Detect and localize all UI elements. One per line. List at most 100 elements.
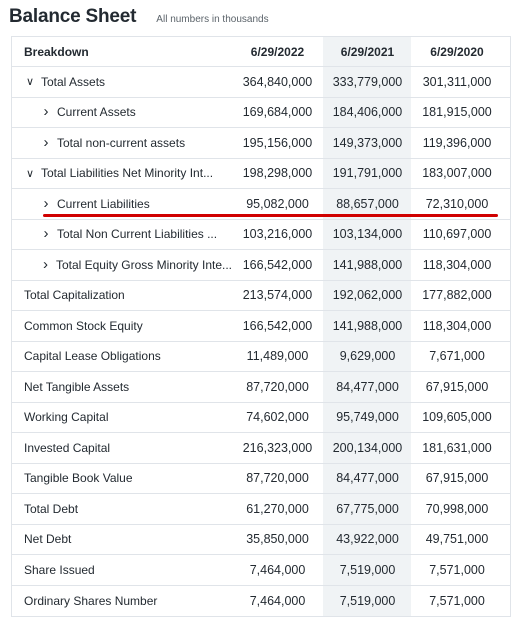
- value-cell: 118,304,000: [422, 318, 492, 333]
- row-label: Common Stock Equity: [24, 318, 143, 333]
- value-cell: 184,406,000: [332, 105, 403, 120]
- value-cell: 183,007,000: [422, 166, 492, 181]
- row-label-cell: Total Debt: [12, 502, 232, 516]
- value-cell: 67,915,000: [425, 379, 489, 394]
- value-cell: 70,998,000: [425, 501, 489, 516]
- row-label-cell[interactable]: › Current Assets: [12, 105, 232, 119]
- table-row: Total Capitalization 213,574,000 192,062,0…: [12, 281, 510, 311]
- table-row[interactable]: ∨ Total Liabilities Net Minority Int... 19…: [12, 159, 510, 189]
- row-label: Total Assets: [41, 74, 106, 89]
- row-label-cell: Share Issued: [12, 563, 232, 577]
- row-label: Net Tangible Assets: [24, 379, 130, 394]
- table-row[interactable]: › Current Assets 169,684,000 184,406,000 181…: [12, 98, 510, 128]
- value-cell: 7,571,000: [429, 562, 485, 577]
- row-label-cell[interactable]: › Total non-current assets: [12, 136, 232, 150]
- value-cell: 72,310,000: [425, 196, 489, 211]
- balance-sheet-table: Breakdown 6/29/2022 6/29/2021 6/29/2020 …: [11, 36, 511, 617]
- row-label: Current Assets: [57, 105, 136, 120]
- row-label: Total Equity Gross Minority Inte...: [55, 257, 232, 272]
- row-label-cell: Common Stock Equity: [12, 319, 232, 333]
- value-cell: 84,477,000: [336, 379, 399, 394]
- chevron-right-icon[interactable]: ›: [43, 105, 49, 120]
- table-row: Invested Capital 216,323,000 200,134,000 18…: [12, 433, 510, 464]
- chevron-right-icon[interactable]: ›: [43, 227, 49, 242]
- chevron-down-icon[interactable]: ∨: [25, 76, 35, 89]
- row-label: Tangible Book Value: [24, 471, 133, 486]
- row-label-cell[interactable]: › Current Liabilities: [12, 197, 232, 211]
- table-row: Total Debt 61,270,000 67,775,000 70,998,000: [12, 494, 510, 525]
- column-header-date: 6/29/2021: [340, 44, 395, 59]
- value-cell: 200,134,000: [332, 440, 403, 455]
- value-cell: 110,697,000: [422, 227, 492, 242]
- column-header-breakdown: Breakdown: [24, 44, 89, 59]
- table-row[interactable]: › Current Liabilities 95,082,000 88,657,000…: [12, 189, 510, 220]
- value-cell: 191,791,000: [332, 166, 403, 181]
- table-row: Net Tangible Assets 87,720,000 84,477,000 6…: [12, 372, 510, 403]
- value-cell: 177,882,000: [422, 288, 492, 303]
- page-title: Balance Sheet: [9, 6, 137, 27]
- table-row: Net Debt 35,850,000 43,922,000 49,751,000: [12, 525, 510, 555]
- value-cell: 169,684,000: [242, 105, 313, 120]
- value-cell: 7,519,000: [339, 562, 396, 577]
- row-label: Share Issued: [24, 562, 95, 577]
- row-label-cell: Working Capital: [12, 410, 232, 424]
- units-note: All numbers in thousands: [156, 14, 269, 25]
- value-cell: 141,988,000: [332, 318, 403, 333]
- table-row[interactable]: ∨ Total Assets 364,840,000 333,779,000 301,3…: [12, 67, 510, 98]
- table-row: Share Issued 7,464,000 7,519,000 7,571,000: [12, 555, 510, 586]
- value-cell: 11,489,000: [246, 349, 309, 364]
- value-cell: 213,574,000: [242, 288, 313, 303]
- row-label: Total non-current assets: [57, 135, 186, 150]
- shaded-column-background: [323, 37, 411, 616]
- value-cell: 192,062,000: [332, 288, 403, 303]
- column-header-date: 6/29/2020: [430, 44, 484, 59]
- table-header-row: Breakdown 6/29/2022 6/29/2021 6/29/2020: [12, 37, 510, 67]
- value-cell: 364,840,000: [242, 74, 313, 89]
- value-cell: 166,542,000: [242, 257, 313, 272]
- value-cell: 7,571,000: [429, 593, 485, 608]
- table-row: Ordinary Shares Number 7,464,000 7,519,000…: [12, 586, 510, 617]
- row-label-cell[interactable]: › Total Equity Gross Minority Inte...: [12, 258, 232, 272]
- value-cell: 103,134,000: [332, 227, 403, 242]
- row-label-cell[interactable]: ∨ Total Liabilities Net Minority Int...: [12, 166, 232, 180]
- value-cell: 95,749,000: [336, 410, 399, 425]
- value-cell: 103,216,000: [242, 227, 313, 242]
- column-header-date: 6/29/2022: [250, 44, 305, 59]
- value-cell: 166,542,000: [242, 318, 313, 333]
- row-label-cell[interactable]: ∨ Total Assets: [12, 75, 232, 89]
- value-cell: 198,298,000: [242, 166, 313, 181]
- row-label: Ordinary Shares Number: [24, 593, 158, 608]
- value-cell: 88,657,000: [336, 196, 399, 211]
- chevron-right-icon[interactable]: ›: [42, 257, 48, 272]
- value-cell: 61,270,000: [246, 501, 309, 516]
- table-row[interactable]: › Total Non Current Liabilities ... 103,21…: [12, 220, 510, 250]
- row-label-cell: Ordinary Shares Number: [12, 594, 232, 608]
- value-cell: 109,605,000: [422, 410, 492, 425]
- value-cell: 119,396,000: [422, 135, 492, 150]
- row-label: Total Liabilities Net Minority Int...: [41, 166, 214, 181]
- value-cell: 118,304,000: [422, 257, 492, 272]
- row-label-cell: Capital Lease Obligations: [12, 349, 232, 363]
- row-label-cell[interactable]: › Total Non Current Liabilities ...: [12, 227, 232, 241]
- table-row: Common Stock Equity 166,542,000 141,988,00…: [12, 311, 510, 342]
- value-cell: 7,519,000: [339, 593, 396, 608]
- row-label: Total Capitalization: [24, 288, 125, 303]
- table-row: Capital Lease Obligations 11,489,000 9,629…: [12, 342, 510, 372]
- value-cell: 84,477,000: [336, 471, 399, 486]
- row-label: Current Liabilities: [57, 196, 150, 211]
- chevron-down-icon[interactable]: ∨: [25, 167, 35, 180]
- table-row: Tangible Book Value 87,720,000 84,477,000 6…: [12, 464, 510, 494]
- chevron-right-icon[interactable]: ›: [43, 196, 49, 211]
- table-row[interactable]: › Total non-current assets 195,156,000 149,…: [12, 128, 510, 159]
- row-label-cell: Invested Capital: [12, 441, 232, 455]
- value-cell: 67,775,000: [336, 501, 399, 516]
- row-label-cell: Total Capitalization: [12, 288, 232, 302]
- value-cell: 67,915,000: [425, 471, 489, 486]
- row-label: Working Capital: [24, 410, 109, 425]
- value-cell: 216,323,000: [242, 440, 313, 455]
- value-cell: 35,850,000: [246, 532, 309, 547]
- table-row[interactable]: › Total Equity Gross Minority Inte... 166,…: [12, 250, 510, 281]
- value-cell: 333,779,000: [332, 74, 403, 89]
- table-row: Working Capital 74,602,000 95,749,000 109,6…: [12, 403, 510, 433]
- chevron-right-icon[interactable]: ›: [43, 135, 49, 150]
